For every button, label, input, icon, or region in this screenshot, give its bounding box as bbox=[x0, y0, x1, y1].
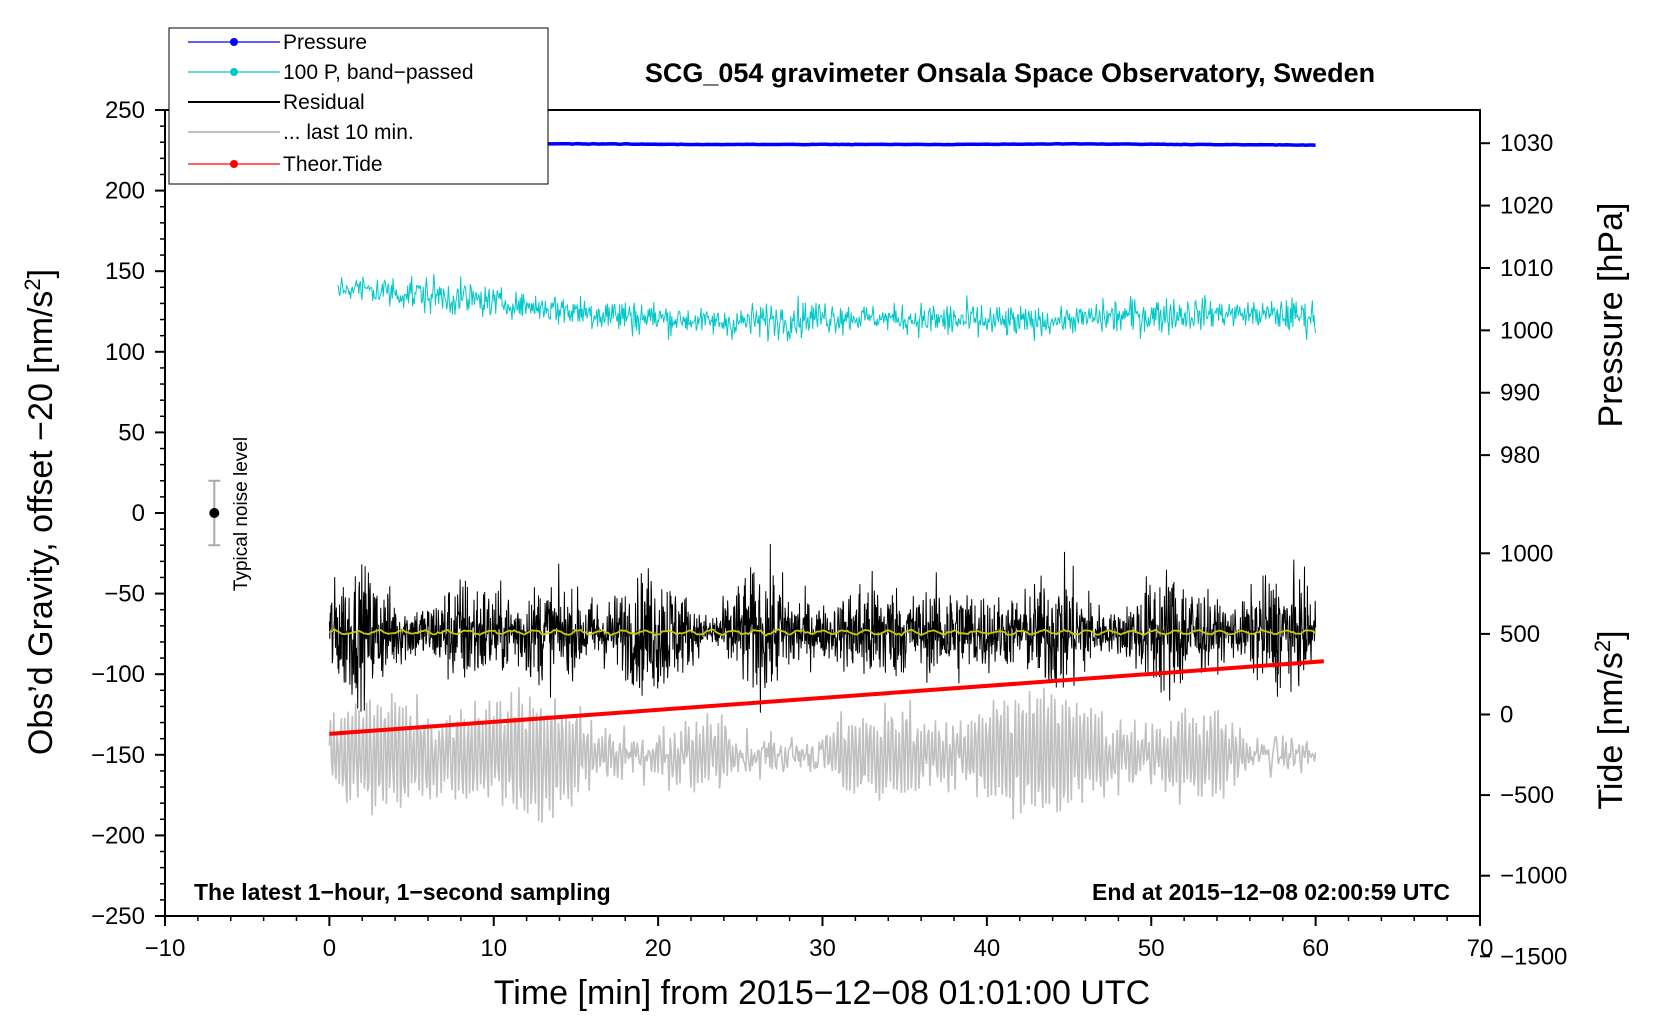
series-layer bbox=[328, 140, 1324, 823]
x-tick-label: 0 bbox=[323, 935, 336, 962]
x-tick-label: 60 bbox=[1302, 935, 1329, 962]
pressure-tick-label: 1020 bbox=[1500, 193, 1553, 220]
y-axis-left-title: Obs’d Gravity, offset −20 [nm/s2] bbox=[20, 269, 61, 755]
x-tick-label: 20 bbox=[645, 935, 672, 962]
legend-residual-label: Residual bbox=[283, 91, 365, 114]
chart-title: SCG_054 gravimeter Onsala Space Observat… bbox=[645, 58, 1375, 88]
annotation-bottom-left: The latest 1−hour, 1−second sampling bbox=[194, 879, 611, 905]
x-tick-label: −10 bbox=[145, 935, 186, 962]
noise-marker-dot bbox=[209, 508, 220, 518]
x-axis: −10 0 10 20 30 40 50 60 70 bbox=[145, 916, 1494, 962]
tide-tick-label: 0 bbox=[1500, 702, 1513, 729]
y-left-tick-label: 200 bbox=[105, 178, 145, 205]
pressure-tick-label: 1030 bbox=[1500, 130, 1553, 157]
legend-bandpassed-label: 100 P, band−passed bbox=[283, 61, 474, 84]
legend-pressure-marker bbox=[230, 38, 238, 46]
y-left-tick-label: 250 bbox=[105, 97, 145, 124]
x-tick-label: 30 bbox=[809, 935, 836, 962]
y-left-tick-label: 0 bbox=[132, 500, 145, 527]
series-bandpassed-line bbox=[337, 274, 1317, 342]
series-residual-line bbox=[328, 543, 1317, 713]
pressure-tick-label: 1000 bbox=[1500, 317, 1553, 344]
tide-tick-label: 500 bbox=[1500, 621, 1540, 648]
pressure-tick-label: 1010 bbox=[1500, 255, 1553, 282]
noise-marker-label: Typical noise level bbox=[231, 437, 252, 591]
x-tick-label: 70 bbox=[1467, 935, 1494, 962]
x-tick-label: 50 bbox=[1138, 935, 1165, 962]
y-axis-tide: 1000 500 0 −500 −1000 −1500 bbox=[1480, 540, 1567, 970]
legend-tide-label: Theor.Tide bbox=[283, 153, 383, 176]
series-smoothed-line bbox=[329, 628, 1317, 637]
tide-tick-label: −500 bbox=[1500, 782, 1554, 809]
x-tick-label: 40 bbox=[974, 935, 1001, 962]
y-left-tick-label: −150 bbox=[91, 742, 145, 769]
x-tick-label: 10 bbox=[480, 935, 507, 962]
legend-last10-label: ... last 10 min. bbox=[283, 121, 414, 144]
y-left-tick-label: −100 bbox=[91, 661, 145, 688]
y-left-tick-label: 100 bbox=[105, 339, 145, 366]
pressure-tick-label: 980 bbox=[1500, 442, 1540, 469]
y-left-tick-label: 150 bbox=[105, 258, 145, 285]
y-left-tick-label: −200 bbox=[91, 822, 145, 849]
noise-marker bbox=[208, 479, 221, 547]
legend-tide-marker bbox=[230, 160, 238, 168]
series-tide-line bbox=[329, 659, 1324, 736]
pressure-tick-label: 990 bbox=[1500, 380, 1540, 407]
legend-bandpassed-marker bbox=[230, 68, 238, 76]
y-left-tick-label: −250 bbox=[91, 903, 145, 930]
tide-tick-label: −1500 bbox=[1500, 943, 1567, 970]
tide-tick-label: 1000 bbox=[1500, 540, 1553, 567]
y-axis-left-title-sup: 2 bbox=[20, 278, 45, 290]
legend: Pressure 100 P, band−passed Residual ...… bbox=[168, 27, 549, 185]
annotation-bottom-right: End at 2015−12−08 02:00:59 UTC bbox=[1092, 879, 1450, 905]
y-left-tick-label: 50 bbox=[118, 419, 145, 446]
y-axis-tide-title: Tide [nm/s2] bbox=[1590, 630, 1631, 809]
x-axis-title: Time [min] from 2015−12−08 01:01:00 UTC bbox=[494, 974, 1150, 1012]
legend-pressure-label: Pressure bbox=[283, 31, 367, 54]
tide-tick-label: −1000 bbox=[1500, 863, 1567, 890]
plot-frame bbox=[164, 109, 1481, 917]
series-last10-line bbox=[328, 687, 1317, 823]
y-axis-pressure: 1030 1020 1010 1000 990 980 bbox=[1480, 130, 1553, 469]
legend-box bbox=[168, 27, 549, 185]
y-axis-pressure-title: Pressure [hPa] bbox=[1592, 203, 1630, 428]
y-left-tick-label: −50 bbox=[104, 581, 145, 608]
y-axis-tide-title-sup: 2 bbox=[1590, 640, 1615, 652]
y-axis-left: 250 200 150 100 50 0 −50 −100 −150 −200 −250 bbox=[91, 97, 165, 930]
